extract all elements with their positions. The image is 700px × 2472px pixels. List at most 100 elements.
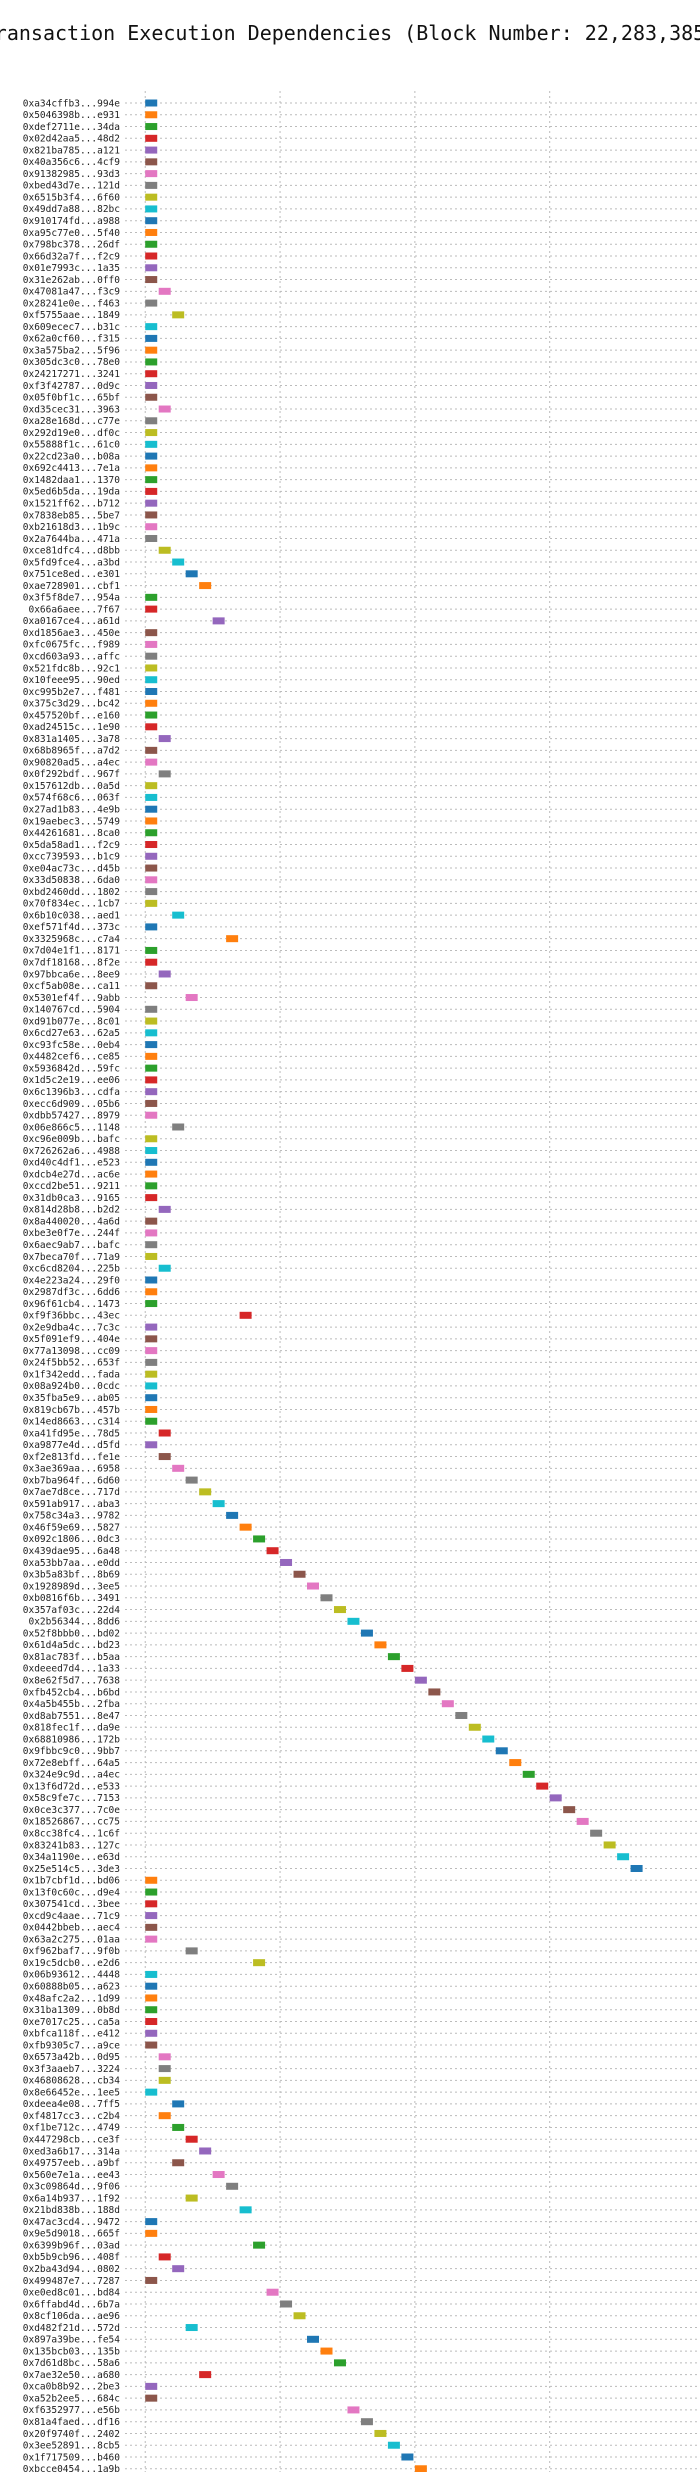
- y-axis-label: 0x3c09864d...9f06: [23, 2182, 121, 2193]
- task-bar: [172, 2123, 185, 2131]
- task-bar: [145, 99, 158, 107]
- y-axis-label: 0xcc739593...b1c9: [23, 852, 121, 863]
- y-axis-label: 0x24f5bb52...653f: [23, 1358, 120, 1369]
- task-bar: [226, 1511, 239, 1519]
- task-bar: [145, 629, 158, 637]
- y-gridlines: [125, 102, 698, 2470]
- y-axis-label: 0x3f5f8de7...954a: [23, 593, 120, 604]
- y-axis-label: 0xd35cec31...3963: [23, 404, 120, 415]
- y-axis-label: 0x49dd7a88...82bc: [23, 204, 120, 215]
- task-bar: [145, 640, 158, 648]
- task-bar: [482, 1735, 495, 1743]
- y-axis-label: 0x33d50838...6da0: [23, 875, 121, 886]
- task-bar: [158, 1453, 171, 1461]
- task-bar: [158, 970, 171, 978]
- y-axis-label: 0x66d32a7f...f2c9: [23, 251, 121, 262]
- y-axis-label: 0x81ac783f...b5aa: [23, 1652, 120, 1663]
- y-axis-label: 0x31e262ab...0ff0: [23, 275, 121, 286]
- task-bar: [387, 1653, 400, 1661]
- y-axis-label: 0x6aec9ab7...bafc: [23, 1240, 120, 1251]
- y-axis-label: 0xecc6d909...05b6: [23, 1099, 121, 1110]
- y-axis-label: 0x31db0ca3...9165: [23, 1193, 120, 1204]
- task-bar: [145, 1135, 158, 1143]
- y-axis-label: 0x3b5a83bf...8b69: [23, 1570, 121, 1581]
- chart-title: Transaction Execution Dependencies (Bloc…: [0, 21, 700, 45]
- task-bar: [145, 1300, 158, 1308]
- x-gridlines: [144, 91, 551, 2472]
- task-bar: [145, 1970, 158, 1978]
- y-axis-label: 0xdeea4e08...7ff5: [23, 2099, 120, 2110]
- y-axis-label: 0xd8ab7551...8e47: [23, 1711, 120, 1722]
- y-axis-label: 0x457520bf...e160: [23, 710, 121, 721]
- task-bar: [145, 1041, 158, 1049]
- task-bar: [253, 1959, 266, 1967]
- y-axis-label: 0x96f61cb4...1473: [23, 1299, 120, 1310]
- task-bar: [253, 1535, 266, 1543]
- task-bar: [617, 1853, 630, 1861]
- task-bar: [158, 405, 171, 413]
- task-bar: [266, 2288, 279, 2296]
- y-axis-label: 0x91382985...93d3: [23, 169, 120, 180]
- y-axis-label: 0xa53bb7aa...e0dd: [23, 1558, 120, 1569]
- task-bar: [145, 393, 158, 401]
- task-bar: [145, 1382, 158, 1390]
- y-axis-label: 0xcf5ab08e...ca11: [23, 981, 121, 992]
- task-bar: [145, 1005, 158, 1013]
- y-axis-label: 0xb21618d3...1b9c: [23, 522, 120, 533]
- y-axis-label: 0x2e9dba4c...7c3c: [23, 1322, 120, 1333]
- task-bar: [145, 499, 158, 507]
- y-axis-label: 0x0ce3c377...7c0e: [23, 1805, 121, 1816]
- task-bar: [145, 605, 158, 613]
- y-axis-label: 0x47081a47...f3c9: [23, 287, 121, 298]
- task-bar: [387, 2441, 400, 2449]
- task-bar: [253, 2241, 266, 2249]
- task-bar: [199, 1488, 212, 1496]
- task-bar: [145, 2229, 158, 2237]
- task-bar: [145, 240, 158, 248]
- y-axis-label: 0x2a7644ba...471a: [23, 534, 120, 545]
- y-axis-label: 0xa9877e4d...d5fd: [23, 1440, 120, 1451]
- task-bar: [145, 264, 158, 272]
- task-bar: [158, 1205, 171, 1213]
- task-bar: [158, 1264, 171, 1272]
- y-axis-label: 0x324e9c9d...a4ec: [23, 1770, 120, 1781]
- task-bar: [360, 1629, 373, 1637]
- y-axis-label: 0xe04ac73c...d45b: [23, 863, 121, 874]
- y-axis-label: 0x44261681...8ca0: [23, 828, 121, 839]
- y-axis-label: 0x6ffabd4d...6b7a: [23, 2299, 120, 2310]
- y-axis-label: 0xa34cffb3...994e: [23, 98, 121, 109]
- y-axis-label: 0x14ed8663...c314: [23, 1417, 121, 1428]
- y-axis-label: 0x692c4413...7e1a: [23, 463, 120, 474]
- task-bar: [145, 1417, 158, 1425]
- y-axis-label: 0x2987df3c...6dd6: [23, 1287, 121, 1298]
- task-bar: [495, 1747, 508, 1755]
- task-bar: [563, 1806, 576, 1814]
- task-bar: [145, 758, 158, 766]
- task-bar: [185, 2194, 198, 2202]
- y-axis-label: 0x68b8965f...a7d2: [23, 746, 120, 757]
- y-axis-label: 0x092c1806...0dc3: [23, 1534, 120, 1545]
- y-axis-label: 0x7beca70f...71a9: [23, 1252, 121, 1263]
- task-bar: [145, 817, 158, 825]
- task-bar: [549, 1794, 562, 1802]
- task-bar: [158, 546, 171, 554]
- task-bar: [145, 299, 158, 307]
- task-bar: [320, 1594, 333, 1602]
- task-bar: [145, 534, 158, 542]
- task-bar: [145, 1323, 158, 1331]
- task-bar: [401, 1664, 414, 1672]
- task-bar: [172, 2159, 185, 2167]
- y-axis-label: 0x46f59e69...5827: [23, 1522, 120, 1533]
- task-bar: [307, 1582, 320, 1590]
- y-axis-label: 0x21bd838b...188d: [23, 2205, 120, 2216]
- y-axis-label: 0xa95c77e0...5f40: [23, 228, 121, 239]
- y-axis-label: 0xd91b077e...8c01: [23, 1016, 121, 1027]
- task-bar: [145, 111, 158, 119]
- y-axis-label: 0x751ce8ed...e301: [23, 569, 121, 580]
- task-bar: [145, 958, 158, 966]
- y-axis-label: 0x499487e7...7287: [23, 2276, 120, 2287]
- y-axis-label: 0x01e7993c...1a35: [23, 263, 120, 274]
- y-axis-label: 0xf3f42787...0d9c: [23, 381, 120, 392]
- y-axis-label: 0x3a575ba2...5f96: [23, 345, 121, 356]
- y-axis-label: 0x35fba5e9...ab05: [23, 1393, 120, 1404]
